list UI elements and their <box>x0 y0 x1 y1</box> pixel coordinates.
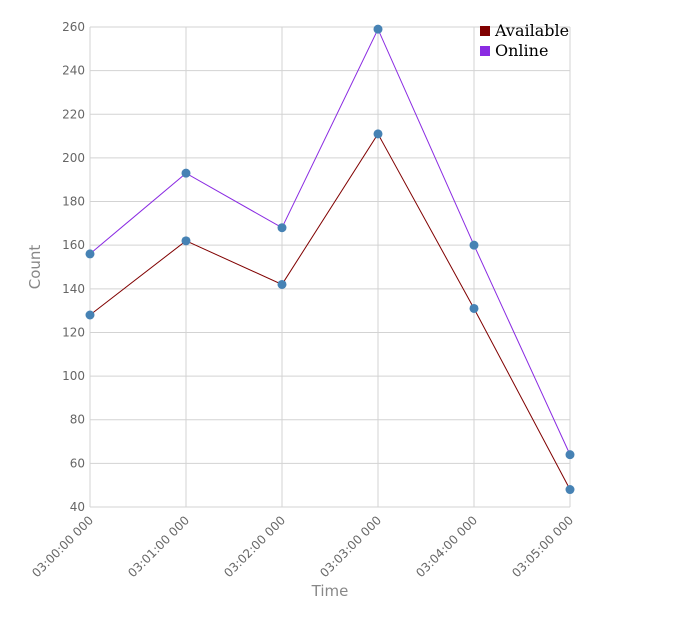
x-axis-title: Time <box>311 582 349 600</box>
x-tick-label: 03:00:00 000 <box>29 513 96 580</box>
y-tick-label: 60 <box>70 456 85 470</box>
x-tick-labels: 03:00:00 000 03:01:00 000 03:02:00 000 03:0… <box>29 513 576 580</box>
y-axis-title: Count <box>26 245 44 290</box>
data-point-available <box>565 485 575 495</box>
x-grid-lines <box>89 27 571 507</box>
y-tick-label: 200 <box>62 151 85 165</box>
series-points <box>85 24 575 495</box>
series-line-online <box>89 27 571 455</box>
series-lines <box>89 27 571 490</box>
data-point-available <box>277 279 287 289</box>
y-tick-label: 220 <box>62 107 85 121</box>
x-tick-label: 03:03:00 000 <box>317 513 384 580</box>
series-line-available <box>89 132 571 490</box>
y-tick-label: 100 <box>62 369 85 383</box>
legend-label: Available <box>494 21 569 40</box>
data-point-online <box>469 240 479 250</box>
data-point-available <box>373 129 383 139</box>
data-point-available <box>181 236 191 246</box>
data-point-online <box>181 168 191 178</box>
data-point-online <box>277 223 287 233</box>
y-tick-labels: 40 60 80 100 120 140 160 180 200 220 240 260 <box>62 20 85 514</box>
y-tick-label: 160 <box>62 238 85 252</box>
y-grid-lines <box>90 26 570 508</box>
x-tick-label: 03:01:00 000 <box>125 513 192 580</box>
y-tick-label: 120 <box>62 325 85 339</box>
y-tick-label: 40 <box>70 500 85 514</box>
y-tick-label: 140 <box>62 282 85 296</box>
data-point-online <box>565 450 575 460</box>
legend-label: Online <box>495 41 548 60</box>
x-tick-label: 03:05:00 000 <box>509 513 576 580</box>
y-tick-label: 80 <box>70 413 85 427</box>
x-tick-label: 03:04:00 000 <box>413 513 480 580</box>
data-point-online <box>85 249 95 259</box>
y-tick-label: 240 <box>62 64 85 78</box>
y-tick-label: 180 <box>62 195 85 209</box>
data-point-available <box>469 303 479 313</box>
legend-swatch <box>480 26 490 36</box>
y-tick-label: 260 <box>62 20 85 34</box>
data-point-available <box>85 310 95 320</box>
x-tick-label: 03:02:00 000 <box>221 513 288 580</box>
legend-swatch <box>480 46 490 56</box>
data-point-online <box>373 24 383 34</box>
axes <box>89 27 570 508</box>
